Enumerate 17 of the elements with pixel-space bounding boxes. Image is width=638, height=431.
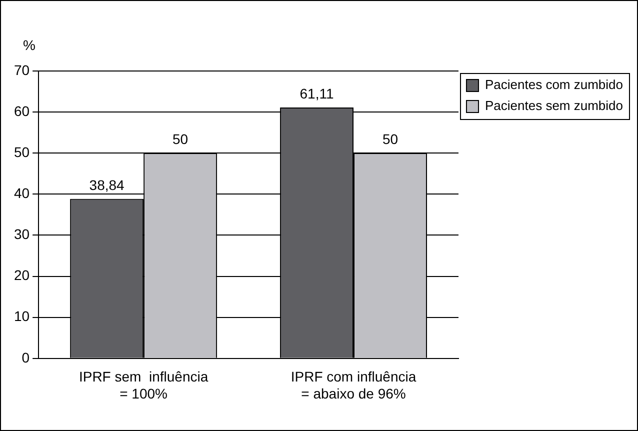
- y-tick-label: 10: [14, 308, 30, 324]
- x-tick-label: IPRF sem influência = 100%: [78, 368, 208, 402]
- y-tick-label: 20: [14, 267, 30, 284]
- data-label: 61,11: [300, 85, 334, 102]
- legend-label: Pacientes sem zumbido: [484, 98, 624, 114]
- data-label: 38,84: [89, 176, 125, 193]
- data-label: 50: [172, 130, 188, 147]
- y-tick-label: 70: [14, 62, 30, 78]
- legend-label: Pacientes com zumbido: [484, 77, 624, 92]
- y-tick-label: 50: [14, 144, 30, 160]
- y-tick-label: 60: [14, 102, 30, 119]
- x-tick-label: IPRF com influência = abaixo de 96%: [290, 368, 416, 402]
- y-tick-label: 40: [14, 185, 30, 202]
- data-label: 50: [382, 130, 398, 147]
- y-axis-title: %: [23, 36, 36, 53]
- y-tick-label: 30: [14, 226, 30, 242]
- y-tick-label: 0: [22, 349, 30, 366]
